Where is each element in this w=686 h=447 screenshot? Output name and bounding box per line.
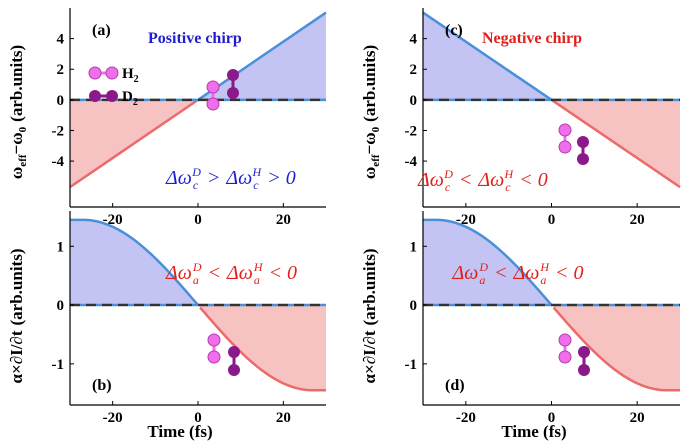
xlabel-left: Time (fs) xyxy=(147,422,212,441)
panel-a-title: Positive chirp xyxy=(148,30,242,47)
ytick-label-a-1: -2 xyxy=(52,123,65,139)
ytick-label-c-2: 0 xyxy=(410,93,418,109)
xtick-label-a-1: 0 xyxy=(194,212,202,228)
xtick-label-b-0: -20 xyxy=(103,410,123,426)
series-line-negative-c xyxy=(550,98,681,189)
ytick-label-c-1: -2 xyxy=(405,123,418,139)
molecule-h2-c xyxy=(558,123,572,154)
panel-c-label: (c) xyxy=(445,22,463,39)
xtick-label-c-1: 0 xyxy=(548,212,556,228)
ylabel-bottom-left: α×∂I/∂t(arb.units) xyxy=(7,249,26,384)
positive-fill-b xyxy=(70,219,198,306)
negative-fill-b xyxy=(200,305,326,391)
xtick-label-d-1: 0 xyxy=(548,410,556,426)
series-line-positive-d xyxy=(423,218,553,306)
xtick-label-a-2: 20 xyxy=(276,212,291,228)
panel-d-label: (d) xyxy=(445,377,465,394)
panel-b-label: (b) xyxy=(92,377,112,394)
ylabel-top-left: ωeff−ω0(arb.units) xyxy=(7,45,29,179)
xtick-label-d-0: -20 xyxy=(456,410,476,426)
annotation-d: ΔωaD < ΔωaH < 0 xyxy=(451,260,583,287)
series-line-negative-d xyxy=(552,306,680,392)
legend: H2 D2 xyxy=(88,66,139,108)
molecule-h2-d xyxy=(558,333,572,364)
ytick-label-c-3: 2 xyxy=(410,62,418,78)
legend-d2-marker xyxy=(89,90,118,102)
ylabel-bottom-right: α×∂I/∂t(arb.units) xyxy=(360,249,379,384)
molecule-h2-b xyxy=(207,333,221,364)
legend-h2-label: H2 xyxy=(122,66,139,85)
series-line-positive-a xyxy=(197,11,327,101)
series-line-negative-b xyxy=(199,306,326,392)
xtick-label-c-2: 20 xyxy=(630,212,645,228)
ytick-label-b-1: 0 xyxy=(57,298,65,314)
ytick-label-b-0: -1 xyxy=(52,357,65,373)
xtick-label-b-1: 0 xyxy=(194,410,202,426)
xtick-label-d-2: 20 xyxy=(630,410,645,426)
molecule-d2-b xyxy=(228,346,240,376)
ytick-label-d-1: 0 xyxy=(410,298,418,314)
ytick-label-d-0: -1 xyxy=(405,357,418,373)
panel-c-title: Negative chirp xyxy=(482,30,582,47)
molecule-d2-c xyxy=(577,136,589,165)
ytick-label-a-2: 0 xyxy=(57,93,65,109)
ytick-label-a-0: -4 xyxy=(52,154,65,170)
ytick-label-b-2: 1 xyxy=(57,239,65,255)
molecule-d2-a xyxy=(227,69,239,99)
negative-fill-d xyxy=(553,305,680,391)
xlabel-right: Time (fs) xyxy=(501,422,566,441)
panel-d: -1 0 1 -20 0 20 xyxy=(405,211,680,426)
ytick-label-d-2: 1 xyxy=(410,239,418,255)
xtick-label-b-2: 20 xyxy=(276,410,291,426)
ytick-label-a-4: 4 xyxy=(57,32,65,48)
series-line-positive-b xyxy=(70,218,199,306)
panel-b: -1 0 1 -20 0 20 xyxy=(52,211,326,426)
ylabel-top-right: ωeff−ω0(arb.units) xyxy=(360,45,382,179)
panel-a-label: (a) xyxy=(92,22,111,39)
molecule-d2-d xyxy=(578,346,590,376)
ytick-label-a-3: 2 xyxy=(57,62,65,78)
series-line-negative-a xyxy=(69,98,199,189)
legend-d2-label: D2 xyxy=(122,89,138,108)
legend-h2-marker xyxy=(88,66,119,80)
molecule-h2-a xyxy=(206,80,220,111)
annotation-a: ΔωcD > ΔωcH > 0 xyxy=(165,165,296,192)
annotation-c: ΔωcD < ΔωcH < 0 xyxy=(417,167,548,194)
positive-fill-d xyxy=(423,219,552,306)
series-line-positive-c xyxy=(422,11,553,101)
ytick-label-c-0: -4 xyxy=(405,154,418,170)
annotation-b: ΔωaD < ΔωaH < 0 xyxy=(165,260,297,287)
ytick-label-c-4: 4 xyxy=(410,32,418,48)
